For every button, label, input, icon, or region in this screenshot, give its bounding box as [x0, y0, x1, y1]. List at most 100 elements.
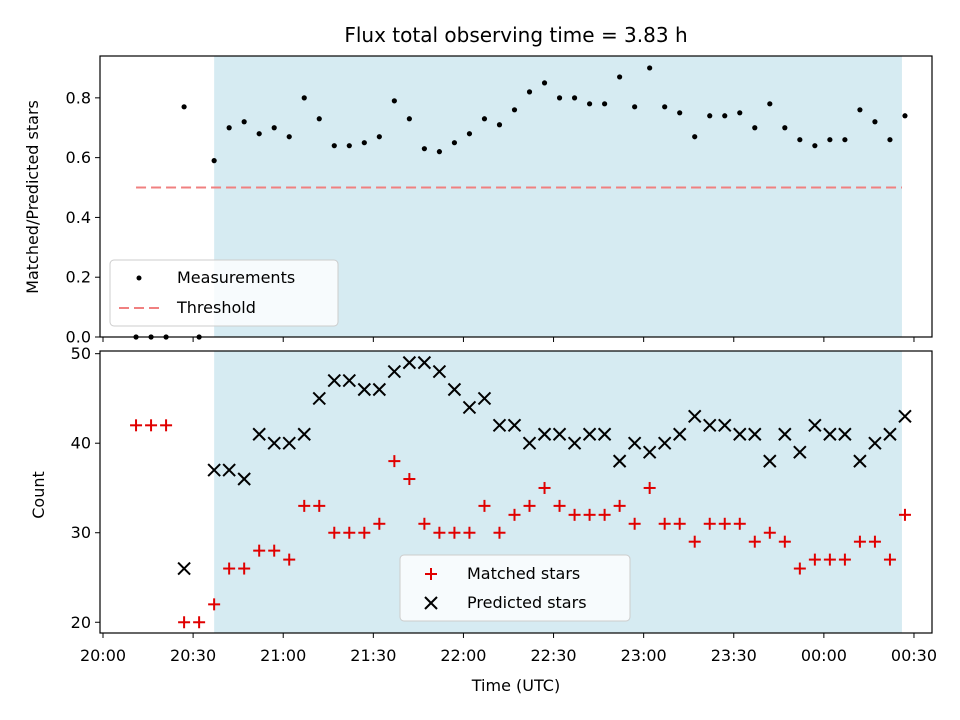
matched-star-point: [160, 419, 173, 432]
matched-star-point: [448, 526, 461, 539]
measurement-point: [647, 65, 653, 71]
predicted-star-point: [252, 427, 266, 441]
predicted-star-point: [868, 436, 882, 450]
x-tick-label: 22:30: [530, 646, 576, 665]
predicted-star-point: [207, 463, 221, 477]
predicted-star-point: [657, 436, 672, 450]
predicted-star-point: [237, 472, 251, 486]
chart-title: Flux total observing time = 3.83 h: [344, 23, 687, 47]
measurement-point: [541, 80, 548, 86]
measurement-point: [707, 113, 713, 119]
predicted-star-point: [703, 418, 717, 433]
measurement-point: [662, 104, 668, 110]
predicted-star-point: [597, 427, 612, 441]
measurement-point: [737, 110, 743, 116]
predicted-star-point: [177, 561, 191, 576]
matched-star-point: [853, 535, 866, 548]
ratio-legend: Measurements Threshold: [109, 259, 339, 327]
measurement-point: [752, 125, 758, 131]
predicted-star-point: [688, 409, 702, 424]
measurement-point: [887, 137, 893, 143]
measurement-point: [301, 95, 307, 101]
measurement-point: [602, 101, 608, 107]
x-tick-label: 20:00: [80, 646, 126, 665]
measurement-point: [677, 110, 683, 116]
matched-star-point: [388, 455, 401, 468]
matched-star-point: [358, 526, 371, 539]
measurement-point: [256, 131, 262, 137]
matched-star-point: [178, 616, 191, 629]
legend-matched-label: Matched stars: [467, 564, 580, 583]
matched-star-point: [718, 517, 731, 530]
x-tick-label: 22:00: [440, 646, 486, 665]
legend-predicted-marker: [424, 596, 438, 610]
ratio-y-axis-label: Matched/Predicted stars: [23, 100, 42, 294]
matched-star-point: [838, 553, 851, 566]
x-tick-label: 21:00: [260, 646, 306, 665]
measurement-point: [451, 140, 458, 146]
measurement-point: [632, 104, 638, 110]
predicted-star-point: [507, 418, 522, 433]
matched-star-point: [598, 508, 611, 521]
count-panel-frame: [99, 350, 933, 634]
matched-star-point: [733, 517, 746, 530]
matched-star-point: [313, 499, 326, 512]
measurement-point: [391, 98, 397, 104]
measurement-point: [797, 137, 803, 143]
predicted-star-point: [342, 373, 357, 388]
predicted-star-point: [357, 382, 372, 397]
predicted-star-point: [327, 373, 341, 388]
predicted-star-point: [567, 436, 582, 450]
predicted-star-point: [838, 427, 852, 441]
matched-star-point: [793, 562, 806, 575]
matched-star-point: [643, 481, 656, 494]
measurement-point: [376, 134, 382, 140]
measurement-point: [346, 143, 352, 149]
matched-star-point: [328, 526, 341, 539]
matched-star-point: [568, 508, 581, 521]
measurement-point: [722, 113, 728, 119]
matched-star-point: [433, 526, 446, 539]
predicted-star-point: [387, 364, 402, 379]
matched-star-point: [748, 535, 761, 548]
matched-star-point: [628, 517, 641, 530]
measurement-point: [857, 107, 863, 113]
matched-star-point: [508, 508, 521, 521]
predicted-star-point: [763, 454, 777, 468]
y-tick-label: 40: [71, 434, 91, 453]
matched-star-point: [478, 499, 491, 512]
matched-star-point: [208, 598, 221, 611]
matched-star-point: [883, 553, 896, 566]
y-tick-label: 50: [71, 344, 91, 363]
matched-star-point: [688, 535, 701, 548]
measurement-point: [211, 158, 217, 164]
matched-star-point: [523, 499, 536, 512]
x-tick-label: 21:30: [350, 646, 396, 665]
predicted-star-point: [222, 463, 236, 477]
predicted-star-point: [282, 436, 296, 450]
predicted-star-point: [582, 427, 597, 441]
measurement-point: [271, 125, 277, 131]
matched-star-point: [763, 526, 776, 539]
predicted-star-point: [312, 391, 326, 406]
matched-star-point: [673, 517, 686, 530]
predicted-star-point: [402, 355, 417, 370]
predicted-star-point: [883, 427, 897, 441]
x-tick-label: 00:00: [801, 646, 847, 665]
measurement-point: [481, 116, 488, 122]
measurement-point: [421, 146, 427, 152]
y-tick-label: 0.8: [66, 88, 91, 107]
predicted-star-point: [898, 409, 912, 424]
matched-star-point: [823, 553, 836, 566]
predicted-star-point: [447, 382, 462, 397]
measurement-point: [466, 131, 473, 137]
count-y-axis-label: Count: [29, 471, 48, 519]
matched-star-point: [703, 517, 716, 530]
measurement-point: [526, 89, 533, 95]
x-tick-label: 00:30: [891, 646, 937, 665]
count-panel: 20 30 40 50 20:00 20:30 21:00 21:30 22:00 22:30 2…: [29, 344, 937, 695]
measurement-point: [767, 101, 773, 107]
predicted-star-point: [748, 427, 762, 441]
predicted-star-point: [462, 400, 477, 415]
matched-star-point: [583, 508, 596, 521]
